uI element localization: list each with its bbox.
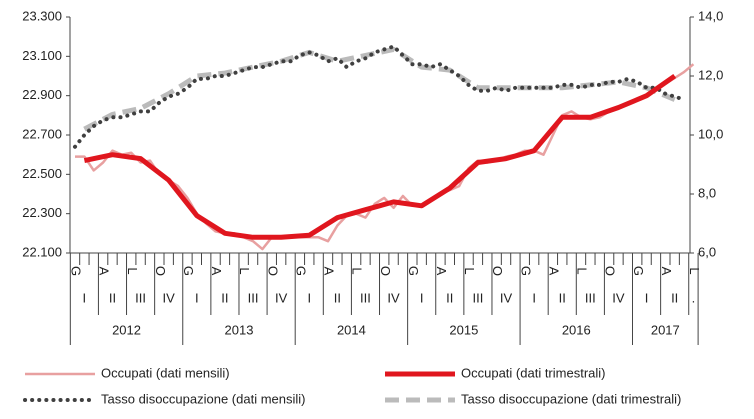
series-line: [83, 46, 676, 132]
quarter-label: I: [307, 290, 311, 305]
quarter-label: II: [334, 290, 341, 305]
year-label: 2016: [562, 322, 591, 337]
x-tick-label: G: [293, 266, 308, 276]
x-tick-label: G: [181, 266, 196, 276]
x-tick-label: L: [575, 267, 590, 274]
year-label: 2012: [112, 322, 141, 337]
legend-label: Occupati (dati trimestrali): [461, 365, 605, 380]
quarter-label: I: [195, 290, 199, 305]
quarter-label: II: [671, 290, 678, 305]
x-tick-label: G: [518, 266, 533, 276]
x-tick-label: G: [406, 266, 421, 276]
year-label: 2013: [225, 322, 254, 337]
x-tick-label: O: [153, 266, 168, 276]
quarter-label: II: [446, 290, 453, 305]
x-tick-label: G: [69, 266, 84, 276]
legend-label: Tasso disoccupazione (dati trimestrali): [461, 391, 681, 406]
quarter-label: II: [109, 290, 116, 305]
x-tick-label: A: [434, 267, 449, 276]
quarter-label: IV: [500, 290, 513, 305]
x-tick-label: G: [631, 266, 646, 276]
quarter-label: III: [472, 290, 483, 305]
series-line: [73, 44, 686, 149]
y-tick-label: 22.500: [22, 166, 62, 181]
quarter-label: IV: [275, 290, 288, 305]
year-label: 2014: [337, 322, 366, 337]
x-tick-label: L: [462, 267, 477, 274]
y2-tick-label: 12,0: [698, 67, 723, 82]
x-tick-label: A: [322, 267, 337, 276]
y2-tick-label: 10,0: [698, 126, 723, 141]
y2-tick-label: 8,0: [698, 185, 716, 200]
quarter-label: IV: [387, 290, 400, 305]
quarter-label: IV: [612, 290, 625, 305]
quarter-label: II: [559, 290, 566, 305]
quarter-label: .: [692, 290, 696, 305]
year-label: 2015: [449, 322, 478, 337]
quarter-label: III: [248, 290, 259, 305]
x-tick-label: A: [659, 267, 674, 276]
quarter-label: I: [83, 290, 87, 305]
x-tick-label: L: [350, 267, 365, 274]
x-tick-label: A: [97, 267, 112, 276]
legend-label: Occupati (dati mensili): [101, 365, 230, 380]
x-tick-label: O: [265, 266, 280, 276]
x-tick-label: A: [546, 267, 561, 276]
x-tick-label: L: [125, 267, 140, 274]
y2-tick-label: 6,0: [698, 244, 716, 259]
quarter-label: I: [532, 290, 536, 305]
x-tick-label: L: [237, 267, 252, 274]
y2-tick-label: 14,0: [698, 8, 723, 23]
y-tick-label: 22.100: [22, 244, 62, 259]
series-line: [83, 73, 677, 240]
x-tick-label: O: [603, 266, 618, 276]
quarter-label: III: [135, 290, 146, 305]
y-tick-label: 23.100: [22, 48, 62, 63]
x-tick-label: A: [209, 267, 224, 276]
x-tick-label: L: [687, 267, 702, 274]
y-tick-label: 22.900: [22, 87, 62, 102]
quarter-label: II: [221, 290, 228, 305]
quarter-label: III: [360, 290, 371, 305]
x-tick-label: O: [378, 266, 393, 276]
y-tick-label: 22.300: [22, 205, 62, 220]
quarter-label: I: [420, 290, 424, 305]
quarter-label: IV: [163, 290, 176, 305]
quarter-label: III: [585, 290, 596, 305]
x-tick-label: O: [490, 266, 505, 276]
y-tick-label: 22.700: [22, 126, 62, 141]
legend-label: Tasso disoccupazione (dati mensili): [101, 391, 305, 406]
y-tick-label: 23.300: [22, 8, 62, 23]
quarter-label: I: [645, 290, 649, 305]
year-label: 2017: [651, 322, 680, 337]
